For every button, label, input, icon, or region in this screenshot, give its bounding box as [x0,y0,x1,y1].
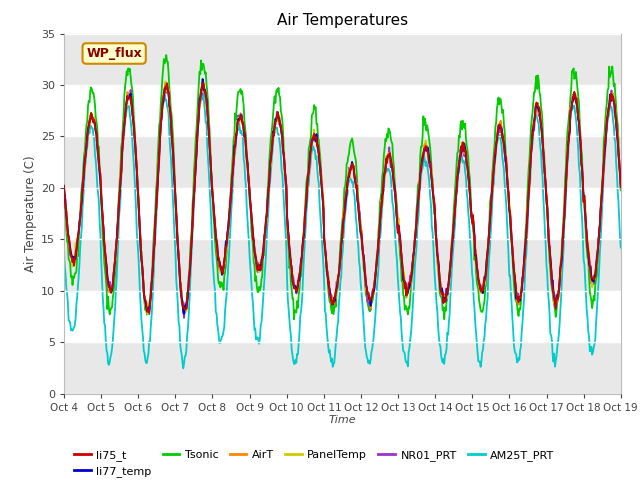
li77_temp [180,311,188,317]
Tsonic [185,274,193,279]
Line: li77_temp: li77_temp [64,79,621,314]
li75_t [60,184,68,190]
Line: AirT: AirT [64,83,621,312]
PanelTemp [617,186,625,192]
Line: li75_t: li75_t [64,83,621,312]
NR01_PRT [60,187,68,192]
Tsonic [127,82,135,87]
Tsonic [70,275,78,281]
NR01_PRT [127,99,135,105]
li75_t [145,310,153,315]
Tsonic [428,172,436,178]
li75_t [215,255,223,261]
PanelTemp [428,178,436,184]
PanelTemp [127,102,135,108]
Line: PanelTemp: PanelTemp [64,82,621,314]
Tsonic [290,316,298,322]
PanelTemp [60,191,68,197]
NR01_PRT [215,262,223,268]
Line: AM25T_PRT: AM25T_PRT [64,93,621,368]
AirT [412,228,419,234]
Tsonic [412,234,419,240]
Line: NR01_PRT: NR01_PRT [64,82,621,318]
AM25T_PRT [428,224,436,229]
AM25T_PRT [215,335,223,341]
li75_t [412,231,419,237]
NR01_PRT [180,315,188,321]
PanelTemp [412,225,419,231]
Tsonic [163,52,170,58]
li77_temp [185,279,193,285]
AirT [428,175,436,181]
AirT [70,259,78,265]
AM25T_PRT [200,90,207,96]
li75_t [70,263,78,269]
X-axis label: Time: Time [328,415,356,425]
AM25T_PRT [179,365,187,371]
AirT [144,309,152,315]
Title: Air Temperatures: Air Temperatures [277,13,408,28]
AM25T_PRT [70,324,78,330]
Bar [64,34,621,85]
Tsonic [214,276,222,282]
li77_temp [215,258,223,264]
AirT [60,187,68,192]
PanelTemp [144,312,152,317]
AirT [127,103,135,108]
AirT [185,280,193,286]
Bar [64,136,621,188]
li77_temp [60,183,68,189]
li77_temp [70,254,78,260]
AirT [617,185,625,191]
Text: WP_flux: WP_flux [86,47,142,60]
NR01_PRT [617,186,625,192]
li77_temp [412,230,419,236]
PanelTemp [186,273,193,279]
NR01_PRT [185,282,193,288]
Tsonic [617,188,625,193]
AM25T_PRT [127,125,135,131]
li75_t [428,177,436,182]
AM25T_PRT [60,244,68,250]
NR01_PRT [412,233,419,239]
PanelTemp [70,259,78,264]
li77_temp [127,97,135,103]
Bar [64,240,621,291]
li77_temp [428,179,436,184]
Y-axis label: Air Temperature (C): Air Temperature (C) [24,156,36,272]
li75_t [185,283,193,288]
li75_t [617,183,625,189]
li75_t [127,101,135,107]
NR01_PRT [428,177,436,183]
AM25T_PRT [617,245,625,251]
li75_t [199,80,207,86]
Bar [64,342,621,394]
PanelTemp [162,79,170,84]
PanelTemp [215,254,223,260]
li77_temp [199,76,207,82]
Tsonic [60,189,68,194]
AirT [200,80,207,85]
NR01_PRT [70,258,78,264]
Line: Tsonic: Tsonic [64,55,621,319]
AirT [215,260,223,265]
Legend: li75_t, li77_temp, Tsonic, AirT, PanelTemp, NR01_PRT, AM25T_PRT: li75_t, li77_temp, Tsonic, AirT, PanelTe… [70,445,559,480]
NR01_PRT [199,79,207,84]
li77_temp [617,184,625,190]
AM25T_PRT [412,255,419,261]
AM25T_PRT [185,314,193,320]
